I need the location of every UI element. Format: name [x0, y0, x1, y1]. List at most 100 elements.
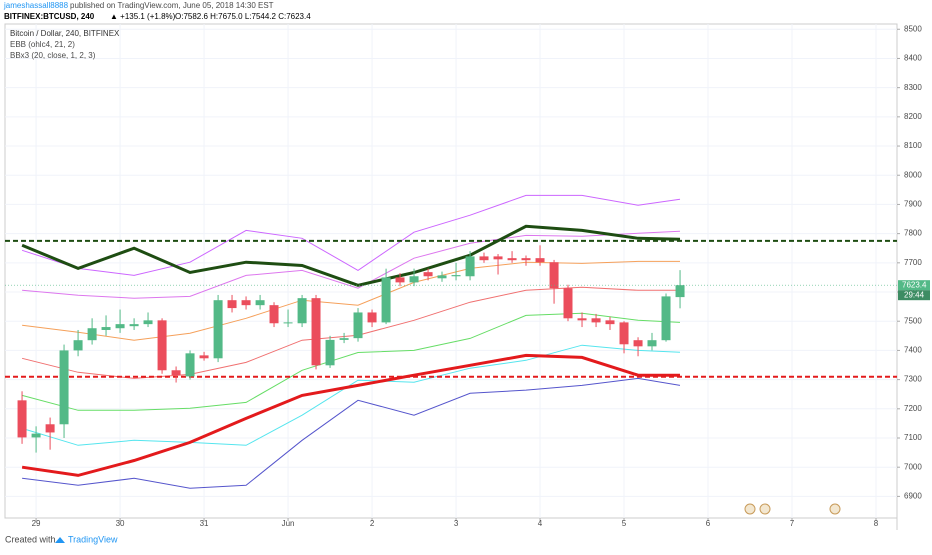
candle-body [521, 258, 531, 261]
plot [5, 194, 897, 489]
x-tick-label: 2 [370, 519, 375, 528]
candle-body [423, 272, 433, 277]
candle-body [157, 320, 167, 371]
candle-body [115, 324, 125, 329]
event-icon[interactable] [744, 503, 756, 515]
candle-body [381, 277, 391, 323]
indicator-line [21, 353, 680, 477]
indicator-line [21, 224, 681, 287]
candle-body [101, 327, 111, 330]
y-tick-label: 8300 [904, 83, 922, 92]
x-tick-label: 3 [454, 519, 459, 528]
candle-body [199, 355, 209, 359]
y-tick-label: 7500 [904, 316, 922, 325]
candle-body [129, 324, 139, 327]
y-tick-label: 7800 [904, 229, 922, 238]
indicator-line [22, 377, 681, 489]
published: published on TradingView.com, June 05, 2… [70, 1, 274, 10]
event-icon[interactable] [759, 503, 771, 515]
legend-text: BBx3 (20, close, 1, 2, 3) [10, 51, 96, 60]
candle-body [661, 296, 671, 341]
candle-body [241, 300, 251, 306]
candle-body [143, 320, 153, 325]
x-tick-label: 30 [116, 519, 125, 528]
indicator-line [22, 260, 680, 341]
y-tick-label: 7200 [904, 404, 922, 413]
candle-body [409, 276, 419, 283]
indicator-line [21, 344, 681, 446]
candle-body [297, 298, 307, 324]
price-marker-box [898, 280, 930, 291]
x-tick-label: 29 [32, 519, 41, 528]
x-tick-label: 31 [200, 519, 209, 528]
y-tick-label: 7100 [904, 433, 922, 442]
grid [5, 24, 897, 518]
candle-body [283, 322, 293, 324]
x-tick-label: 6 [706, 519, 711, 528]
candle-body [339, 338, 349, 340]
created-with: Created with [5, 534, 56, 544]
candle-body [59, 350, 69, 425]
y-tick-label: 8400 [904, 54, 922, 63]
countdown-box [898, 290, 930, 301]
y-tick-label: 6900 [904, 492, 922, 501]
axes: Bitcoin / Dollar, 240, BITFINEX EBB (ohlc… [10, 24, 930, 528]
x-tick-label: 7 [790, 519, 795, 528]
candle-body [535, 258, 545, 263]
candle-body [73, 340, 83, 351]
candle-body [437, 275, 447, 279]
indicator-line [21, 286, 680, 379]
candle-body [675, 285, 685, 298]
candle-body [185, 353, 195, 377]
candle-body [591, 318, 601, 323]
price-marker-label: 7623.4 [902, 280, 927, 289]
candle-body [549, 262, 559, 289]
legend-text: Bitcoin / Dollar, 240, BITFINEX [10, 29, 120, 38]
candle-body [367, 312, 377, 323]
header: jameshassall8888 published on TradingVie… [3, 1, 311, 21]
candle-body [451, 275, 461, 277]
candle-body [647, 340, 657, 347]
candle-body [213, 300, 223, 359]
countdown-label: 29:44 [904, 290, 925, 299]
y-tick-label: 7700 [904, 258, 922, 267]
indicator-line [21, 194, 681, 276]
y-tick-label: 8500 [904, 24, 922, 33]
candle-body [633, 340, 643, 347]
event-icons [744, 503, 841, 515]
candle-body [465, 256, 475, 277]
y-tick-label: 7900 [904, 200, 922, 209]
brand[interactable]: TradingView [68, 534, 118, 544]
candle-body [493, 256, 503, 260]
candle-body [619, 322, 629, 345]
candle-body [31, 433, 41, 438]
y-tick-label: 8000 [904, 170, 922, 179]
symbol: BITFINEX:BTCUSD, 240 [4, 12, 95, 21]
candle-body [563, 288, 573, 319]
candle-body [605, 320, 615, 325]
ohlc: O:7582.6 H:7675.0 L:7544.2 C:7623.4 [175, 12, 311, 21]
candle-body [479, 256, 489, 261]
candle-body [45, 424, 55, 433]
change: ▲ +135.1 (+1.8%) [110, 12, 176, 21]
event-icon[interactable] [829, 503, 841, 515]
candle-body [17, 400, 27, 438]
candle-body [255, 300, 265, 306]
brand-logo [55, 537, 65, 543]
legend-text: EBB (ohlc4, 21, 2) [10, 40, 75, 49]
candle-body [577, 318, 587, 321]
x-tick-label: 4 [538, 519, 543, 528]
y-tick-label: 7400 [904, 346, 922, 355]
plot-border [4, 23, 898, 519]
x-tick-label: 5 [622, 519, 627, 528]
candle-body [227, 300, 237, 309]
author: jameshassall8888 [3, 1, 69, 10]
candle-body [353, 312, 363, 339]
candle-body [507, 258, 517, 261]
y-tick-label: 7300 [904, 375, 922, 384]
indicator-line [22, 230, 681, 299]
y-tick-label: 8200 [904, 112, 922, 121]
candle-body [87, 328, 97, 341]
candle-body [311, 298, 321, 366]
